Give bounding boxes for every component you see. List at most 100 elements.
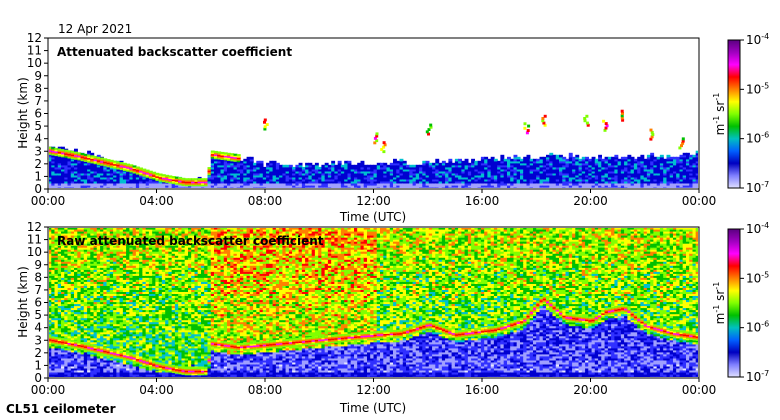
- heatmap-cell: [67, 372, 72, 375]
- heatmap-cell: [74, 309, 78, 313]
- heatmap-cell: [663, 176, 668, 180]
- heatmap-cell: [334, 183, 339, 186]
- heatmap-cell: [663, 170, 668, 174]
- heatmap-cell: [510, 172, 515, 176]
- heatmap-cell: [546, 174, 550, 178]
- heatmap-cell: [256, 174, 261, 178]
- heatmap-cell: [656, 183, 661, 186]
- heatmap-cell: [448, 164, 453, 168]
- heatmap-cell: [490, 174, 495, 178]
- heatmap-cell: [109, 185, 114, 188]
- heatmap-cell: [100, 369, 104, 373]
- heatmap-cell: [74, 307, 78, 311]
- heatmap-cell: [220, 151, 225, 154]
- heatmap-cell: [100, 269, 104, 272]
- heatmap-cell: [103, 271, 108, 274]
- heatmap-cell: [673, 164, 677, 168]
- heatmap-cell: [520, 180, 524, 184]
- heatmap-cell: [282, 168, 287, 172]
- heatmap-cell: [54, 285, 59, 288]
- heatmap-cell: [49, 327, 52, 331]
- heatmap-cell: [679, 185, 684, 188]
- heatmap-cell: [380, 168, 384, 172]
- heatmap-cell: [90, 299, 95, 303]
- heatmap-cell: [61, 281, 65, 284]
- heatmap-cell: [686, 180, 690, 184]
- heatmap-cell: [67, 355, 72, 359]
- heatmap-cell: [64, 275, 69, 278]
- heatmap-cell: [223, 166, 228, 170]
- heatmap-cell: [51, 277, 56, 280]
- heatmap-cell: [106, 343, 111, 347]
- heatmap-cell: [259, 185, 264, 188]
- heatmap-cell: [344, 183, 349, 186]
- heatmap-cell: [70, 183, 75, 186]
- heatmap-cell: [103, 176, 108, 180]
- heatmap-cell: [367, 166, 371, 170]
- heatmap-cell: [61, 164, 65, 168]
- heatmap-cell: [87, 255, 91, 258]
- heatmap-cell: [113, 247, 117, 250]
- heatmap-cell: [90, 183, 95, 186]
- heatmap-cell: [474, 176, 479, 180]
- heatmap-cell: [383, 178, 388, 182]
- heatmap-cell: [103, 168, 108, 172]
- heatmap-cell: [327, 178, 332, 182]
- heatmap-cell: [458, 166, 462, 170]
- heatmap-cell: [640, 166, 645, 170]
- heatmap-cell: [464, 168, 469, 172]
- heatmap-cell: [109, 374, 114, 377]
- heatmap-cell: [103, 255, 108, 258]
- heatmap-cell: [51, 317, 56, 321]
- heatmap-cell: [106, 253, 111, 256]
- heatmap-cell: [549, 176, 554, 180]
- heatmap-cell: [572, 180, 576, 184]
- heatmap-cell: [54, 372, 59, 375]
- heatmap-cell: [61, 249, 65, 252]
- heatmap-cell: [119, 295, 124, 299]
- heatmap-cell: [165, 180, 170, 183]
- heatmap-cell: [64, 241, 69, 244]
- heatmap-cell: [438, 168, 443, 172]
- heatmap-cell: [100, 293, 104, 296]
- heatmap-cell: [441, 178, 446, 182]
- heatmap-cell: [54, 255, 59, 258]
- heatmap-cell: [477, 180, 482, 184]
- heatmap-cell: [591, 162, 596, 166]
- heatmap-cell: [487, 185, 492, 188]
- heatmap-cell: [275, 176, 280, 180]
- heatmap-cell: [122, 172, 127, 176]
- heatmap-cell: [360, 164, 365, 168]
- heatmap-cell: [74, 229, 78, 232]
- heatmap-cell: [87, 315, 91, 319]
- heatmap-cell: [61, 344, 65, 347]
- heatmap-cell: [90, 315, 95, 319]
- heatmap-cell: [415, 178, 420, 182]
- heatmap-cell: [314, 174, 319, 178]
- heatmap-cell: [113, 301, 117, 305]
- heatmap-cell: [575, 172, 580, 176]
- heatmap-cell: [581, 185, 586, 188]
- heatmap-cell: [259, 168, 264, 172]
- heatmap-cell: [659, 176, 664, 180]
- heatmap-cell: [653, 168, 658, 172]
- heatmap-cell: [695, 170, 698, 174]
- heatmap-cell: [624, 160, 628, 164]
- heatmap-cell: [256, 172, 261, 176]
- heatmap-cell: [100, 166, 104, 170]
- heatmap-cell: [487, 158, 492, 162]
- heatmap-cell: [100, 160, 104, 163]
- heatmap-cell: [70, 309, 75, 313]
- heatmap-cell: [331, 166, 336, 170]
- heatmap-cell: [493, 158, 498, 162]
- heatmap-cell: [656, 185, 661, 188]
- heatmap-cell: [337, 162, 342, 166]
- heatmap-cell: [559, 172, 563, 176]
- heatmap-cell: [389, 168, 394, 172]
- heatmap-cell: [360, 185, 365, 188]
- heatmap-cell: [676, 170, 681, 174]
- heatmap-cell: [575, 185, 580, 188]
- heatmap-cell: [676, 166, 681, 170]
- heatmap-cell: [93, 261, 98, 264]
- heatmap-cell: [585, 174, 589, 178]
